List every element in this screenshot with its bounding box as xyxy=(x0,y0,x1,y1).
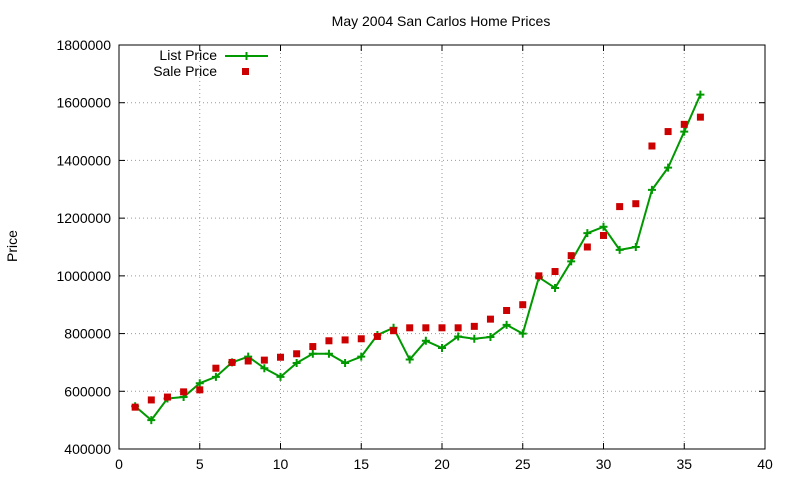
data-point-list-price xyxy=(147,416,156,425)
data-point-sale-price xyxy=(357,335,365,343)
y-tick-label: 1000000 xyxy=(56,268,111,284)
y-axis-label: Price xyxy=(4,230,20,262)
y-tick-label: 1600000 xyxy=(56,95,111,111)
data-point-sale-price xyxy=(131,403,139,411)
data-point-sale-price xyxy=(390,327,398,335)
data-point-sale-price xyxy=(260,356,268,364)
data-point-sale-price xyxy=(196,386,204,394)
data-point-sale-price xyxy=(341,336,349,344)
data-point-list-price xyxy=(551,283,560,292)
data-point-list-price xyxy=(631,243,640,251)
data-point-list-price xyxy=(421,336,430,345)
data-point-list-price xyxy=(647,185,656,194)
data-point-list-price xyxy=(438,344,446,352)
data-point-sale-price xyxy=(309,343,317,351)
y-tick-label: 1200000 xyxy=(56,210,111,226)
data-point-sale-price xyxy=(293,350,301,358)
data-point-sale-price xyxy=(163,393,171,401)
data-point-sale-price xyxy=(551,268,559,276)
y-tick-label: 1800000 xyxy=(56,37,111,53)
data-point-list-price xyxy=(696,90,705,99)
series-line-list-price xyxy=(134,94,702,422)
data-point-list-price xyxy=(583,229,592,238)
data-point-sale-price xyxy=(486,315,494,323)
data-point-sale-price xyxy=(535,272,543,280)
data-point-sale-price xyxy=(325,337,333,345)
data-point-list-price xyxy=(324,349,333,358)
data-point-sale-price xyxy=(503,306,511,314)
chart-title: May 2004 San Carlos Home Prices xyxy=(332,13,551,29)
x-tick-label: 5 xyxy=(196,456,204,472)
data-point-sale-price xyxy=(277,353,284,361)
legend-label-sale-price: Sale Price xyxy=(153,63,217,79)
data-point-sale-price xyxy=(438,324,446,332)
data-point-list-price xyxy=(341,359,350,368)
x-tick-label: 25 xyxy=(515,456,531,472)
data-point-list-price xyxy=(405,355,414,364)
data-point-sale-price xyxy=(454,324,462,332)
data-point-sale-price xyxy=(373,332,381,340)
data-point-list-price xyxy=(276,372,285,381)
data-point-list-price xyxy=(599,222,608,231)
data-point-list-price xyxy=(470,334,479,343)
data-point-list-price xyxy=(292,359,301,368)
y-tick-label: 800000 xyxy=(64,326,111,342)
data-point-list-price xyxy=(195,379,204,388)
x-tick-label: 15 xyxy=(353,456,369,472)
data-point-sale-price xyxy=(212,364,220,372)
data-point-list-price xyxy=(502,320,511,329)
data-point-sale-price xyxy=(567,252,575,260)
legend: List Price Sale Price xyxy=(153,47,268,79)
series-layer xyxy=(131,90,705,425)
data-point-sale-price xyxy=(680,120,688,128)
x-tick-label: 30 xyxy=(596,456,612,472)
data-point-sale-price xyxy=(228,358,236,366)
data-point-list-price xyxy=(615,245,624,254)
x-tick-label: 35 xyxy=(676,456,692,472)
data-point-sale-price xyxy=(600,231,607,239)
data-point-list-price xyxy=(486,333,495,342)
data-point-sale-price xyxy=(244,357,252,365)
data-point-sale-price xyxy=(632,200,640,208)
y-tick-label: 600000 xyxy=(64,383,111,399)
data-point-sale-price xyxy=(470,322,478,330)
x-tick-label: 20 xyxy=(434,456,450,472)
legend-marker-sale-price xyxy=(242,68,249,75)
legend-label-list-price: List Price xyxy=(159,47,217,63)
legend-marker-list-price xyxy=(242,52,251,60)
data-point-sale-price xyxy=(616,203,624,211)
x-tick-label: 0 xyxy=(115,456,123,472)
data-point-list-price xyxy=(518,329,527,338)
y-tick-label: 1400000 xyxy=(56,152,111,168)
data-point-sale-price xyxy=(664,128,672,136)
y-tick-label: 400000 xyxy=(64,441,111,457)
data-point-sale-price xyxy=(180,388,188,396)
data-point-sale-price xyxy=(696,113,704,121)
data-point-list-price xyxy=(664,163,673,172)
data-point-list-price xyxy=(211,372,220,381)
data-point-sale-price xyxy=(422,324,430,332)
data-point-list-price xyxy=(454,332,463,341)
data-point-sale-price xyxy=(583,243,591,251)
data-point-sale-price xyxy=(648,142,656,150)
data-point-list-price xyxy=(357,352,366,361)
data-point-sale-price xyxy=(406,324,414,332)
x-tick-label: 40 xyxy=(757,456,773,472)
grid-lines xyxy=(119,45,765,449)
data-point-list-price xyxy=(680,127,689,136)
data-point-sale-price xyxy=(519,301,527,309)
axis-ticks: 0 5 10 15 20 25 30 35 40 400000 600000 800000 100000… xyxy=(56,37,773,472)
data-point-sale-price xyxy=(147,396,155,404)
data-point-list-price xyxy=(260,364,269,373)
data-point-list-price xyxy=(308,349,317,358)
x-tick-label: 10 xyxy=(273,456,289,472)
